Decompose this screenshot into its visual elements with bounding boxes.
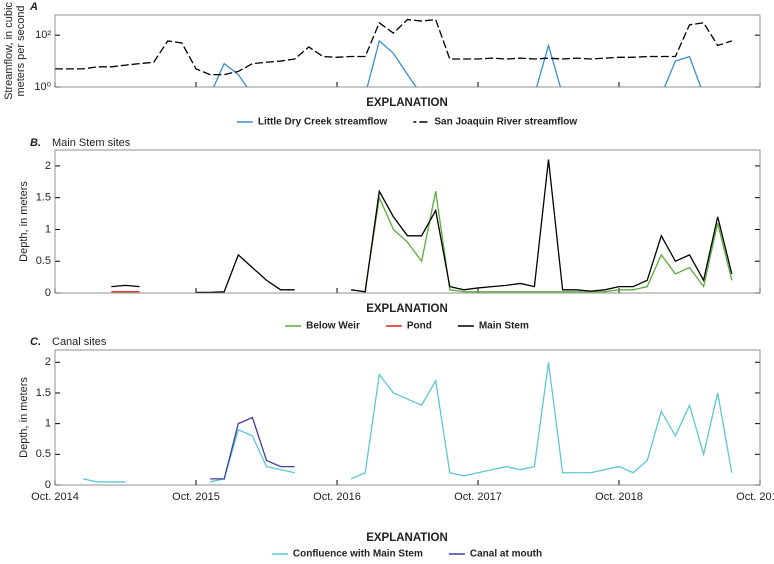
legend: Little Dry Creek streamflow San Joaquin R… bbox=[236, 117, 577, 128]
series-line bbox=[111, 284, 140, 288]
y-tick-label: 0 bbox=[45, 287, 51, 299]
legend-title: EXPLANATION bbox=[366, 303, 448, 315]
x-tick-label: Oct. 2019 bbox=[736, 491, 774, 503]
y-tick-label: 1.5 bbox=[36, 387, 51, 399]
y-tick-label: 1.5 bbox=[36, 192, 51, 204]
y-axis-label: Depth, in meters bbox=[18, 377, 30, 458]
x-tick-label: Oct. 2018 bbox=[595, 491, 643, 503]
y-tick-label: 0.5 bbox=[36, 255, 51, 267]
x-tick-label: Oct. 2017 bbox=[454, 491, 502, 503]
panel-label: A bbox=[29, 1, 38, 13]
legend: Confluence with Main Stem Canal at mouth bbox=[271, 549, 542, 560]
y-tick-label: 1 bbox=[45, 418, 51, 430]
legend-label: Little Dry Creek streamflow bbox=[258, 117, 388, 128]
y-tick-label: 10⁰ bbox=[34, 81, 51, 93]
legend-label: Main Stem bbox=[479, 321, 529, 332]
series-line bbox=[55, 18, 733, 76]
series-line bbox=[83, 478, 126, 483]
series-line bbox=[351, 159, 733, 293]
y-tick-label: 0.5 bbox=[36, 448, 51, 460]
y-axis-label: Depth, in meters bbox=[18, 181, 30, 262]
series-line bbox=[210, 416, 295, 480]
legend-label: Below Weir bbox=[306, 321, 360, 332]
legend-label: Canal at mouth bbox=[470, 549, 542, 560]
x-tick-label: Oct. 2015 bbox=[172, 491, 220, 503]
legend: Below Weir Pond Main Stem bbox=[285, 321, 529, 332]
panel-label: B. bbox=[30, 137, 41, 149]
x-tick-label: Oct. 2016 bbox=[313, 491, 361, 503]
y-tick-label: 2 bbox=[45, 160, 51, 172]
series-line bbox=[535, 43, 562, 87]
series-line bbox=[364, 191, 733, 293]
y-axis-label: meters per second bbox=[15, 5, 27, 96]
series-line bbox=[209, 428, 295, 483]
y-tick-label: 0 bbox=[45, 479, 51, 491]
panel-subtitle: Canal sites bbox=[52, 336, 107, 348]
plot-frame bbox=[54, 14, 761, 88]
y-tick-label: 1 bbox=[45, 223, 51, 235]
y-tick-label: 2 bbox=[45, 356, 51, 368]
panel-label: C. bbox=[30, 336, 41, 348]
series-line bbox=[663, 55, 702, 87]
series-line bbox=[366, 39, 417, 87]
plot-frame bbox=[54, 149, 761, 294]
legend-title: EXPLANATION bbox=[366, 532, 448, 544]
series-line bbox=[212, 62, 248, 87]
legend-title: EXPLANATION bbox=[366, 97, 448, 109]
series-line bbox=[350, 362, 733, 480]
panel-subtitle: Main Stem sites bbox=[52, 137, 131, 149]
legend-label: San Joaquin River streamflow bbox=[434, 117, 577, 128]
plot-frame bbox=[54, 349, 761, 486]
x-tick-label: Oct. 2014 bbox=[31, 491, 79, 503]
y-axis-label: Streamflow, in cubic bbox=[3, 2, 15, 100]
legend-label: Pond bbox=[407, 321, 432, 332]
series-line bbox=[196, 253, 295, 293]
legend-label: Confluence with Main Stem bbox=[293, 549, 423, 560]
y-tick-label: 10² bbox=[35, 29, 51, 41]
